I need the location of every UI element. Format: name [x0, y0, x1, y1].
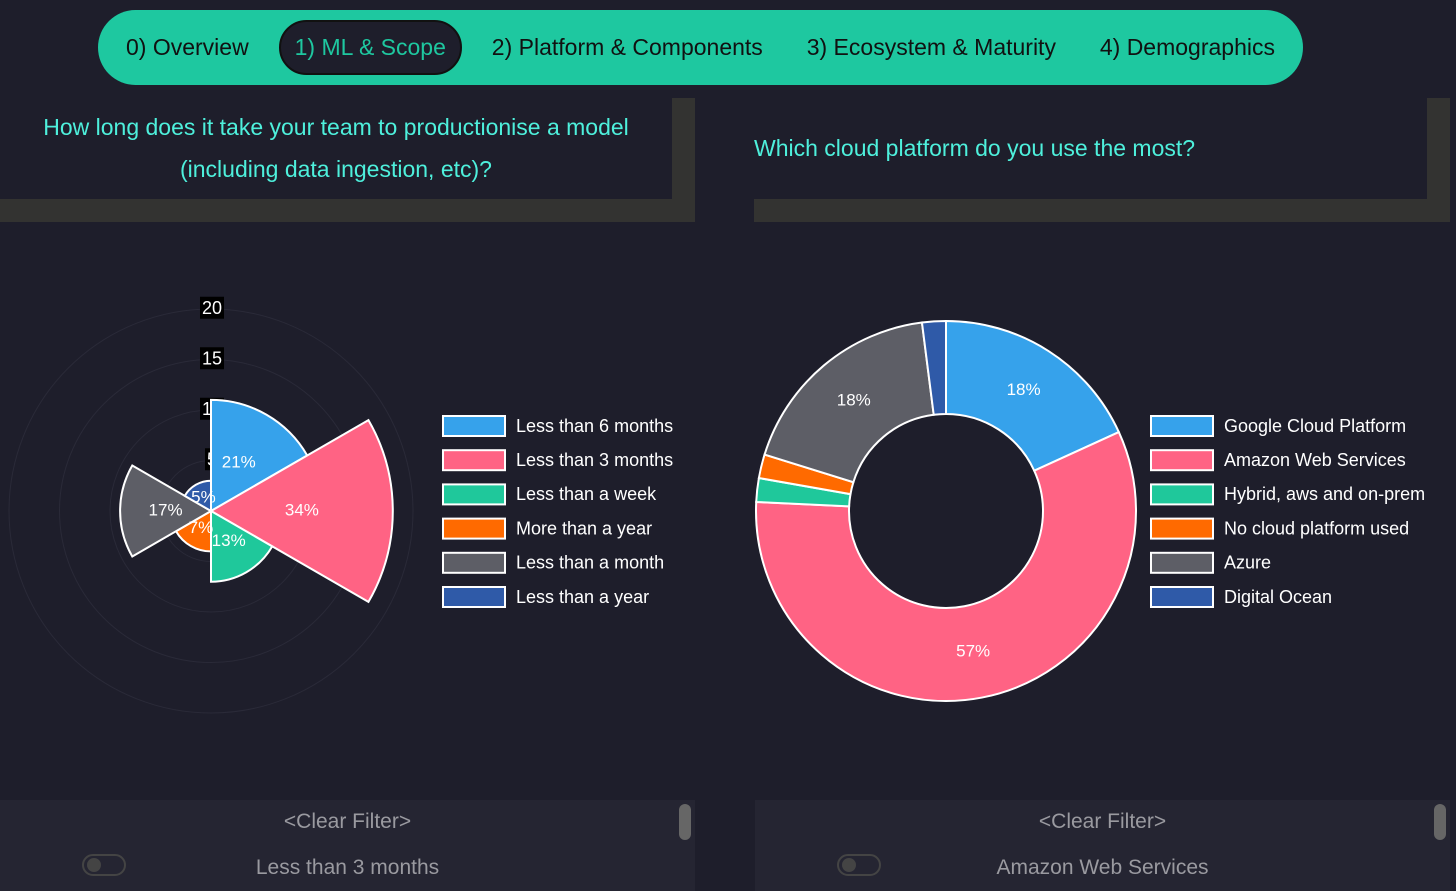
legend-label: Azure: [1224, 553, 1271, 573]
chart-title: Which cloud platform do you use the most…: [754, 135, 1196, 161]
doughnut-slice: [755, 430, 1137, 702]
tick: 20: [199, 296, 225, 319]
legend-swatch: [442, 449, 506, 472]
data-label: 17%: [149, 500, 183, 519]
data-label: 21%: [222, 452, 256, 471]
tick-label: 15: [202, 348, 222, 368]
tick-background: [199, 296, 225, 319]
data-label: 57%: [956, 641, 990, 660]
polar-wedge: [183, 479, 212, 513]
polar-wedge: [119, 464, 214, 558]
data-label: 7%: [189, 518, 214, 537]
data-label: 34%: [285, 500, 319, 519]
legend-label: More than a year: [516, 518, 652, 538]
clear-filter[interactable]: <Clear Filter>: [1038, 810, 1167, 833]
legend-label: Less than a year: [516, 587, 649, 607]
polar-wedge: [210, 398, 309, 513]
polar-wedge: [210, 509, 274, 583]
toggle[interactable]: [82, 854, 126, 876]
tick-background: [199, 347, 225, 370]
chart-title: How long does it take your team to produ…: [43, 114, 629, 182]
legend-swatch: [1150, 483, 1214, 506]
toggle[interactable]: [837, 854, 881, 876]
tab[interactable]: 3) Ecosystem & Maturity: [806, 34, 1056, 60]
legend-swatch: [442, 483, 506, 506]
tab[interactable]: 0) Overview: [126, 34, 249, 60]
legend-label: No cloud platform used: [1224, 518, 1409, 538]
legend-label: Google Cloud Platform: [1224, 416, 1406, 436]
tab-bar: 0) Overview 1) ML & Scope 2) Platform & Co…: [98, 10, 1303, 85]
doughnut-slice: [920, 319, 947, 416]
data-label: 13%: [212, 531, 246, 550]
title-panel: [754, 98, 1450, 222]
legend-label: Less than 6 months: [516, 416, 673, 436]
legend-swatch: [1150, 415, 1214, 437]
tab[interactable]: 1) ML & Scope: [278, 20, 462, 75]
legend-swatch: [1150, 551, 1214, 574]
filter-list: <Clear Filter> Amazon Web Services: [755, 800, 1450, 891]
tab[interactable]: 2) Platform & Components: [491, 34, 763, 60]
scrollbar[interactable]: [679, 804, 691, 840]
legend-label: Amazon Web Services: [1224, 450, 1406, 470]
title-panel: [0, 98, 695, 222]
filter-item[interactable]: Less than 3 months: [255, 856, 440, 879]
filter-list: <Clear Filter> Less than 3 months: [0, 800, 695, 891]
legend-swatch: [442, 551, 506, 574]
tick: 15: [199, 347, 225, 370]
legend-swatch: [1150, 449, 1214, 472]
legend-label: Less than a month: [516, 553, 664, 573]
tick-label: 20: [202, 298, 222, 318]
legend-label: Digital Ocean: [1224, 587, 1332, 607]
legend-swatch: [1150, 586, 1214, 608]
doughnut-slice: [945, 319, 1121, 473]
legend-label: Hybrid, aws and on-prem: [1224, 484, 1425, 504]
polar-wedge: [209, 418, 394, 604]
clear-filter[interactable]: <Clear Filter>: [283, 810, 412, 833]
data-label: 18%: [837, 391, 871, 410]
tab[interactable]: 4) Demographics: [1099, 34, 1275, 60]
filter-item[interactable]: Amazon Web Services: [996, 856, 1209, 879]
data-label: 18%: [1007, 380, 1041, 399]
legend-label: Less than 3 months: [516, 450, 673, 470]
legend-swatch: [442, 586, 506, 608]
legend-swatch: [442, 415, 506, 437]
legend-label: Less than a week: [516, 484, 657, 504]
scrollbar[interactable]: [1434, 804, 1446, 840]
doughnut-slice: [763, 321, 935, 484]
legend-swatch: [442, 517, 506, 540]
data-label: 5%: [191, 487, 216, 506]
legend-swatch: [1150, 517, 1214, 540]
